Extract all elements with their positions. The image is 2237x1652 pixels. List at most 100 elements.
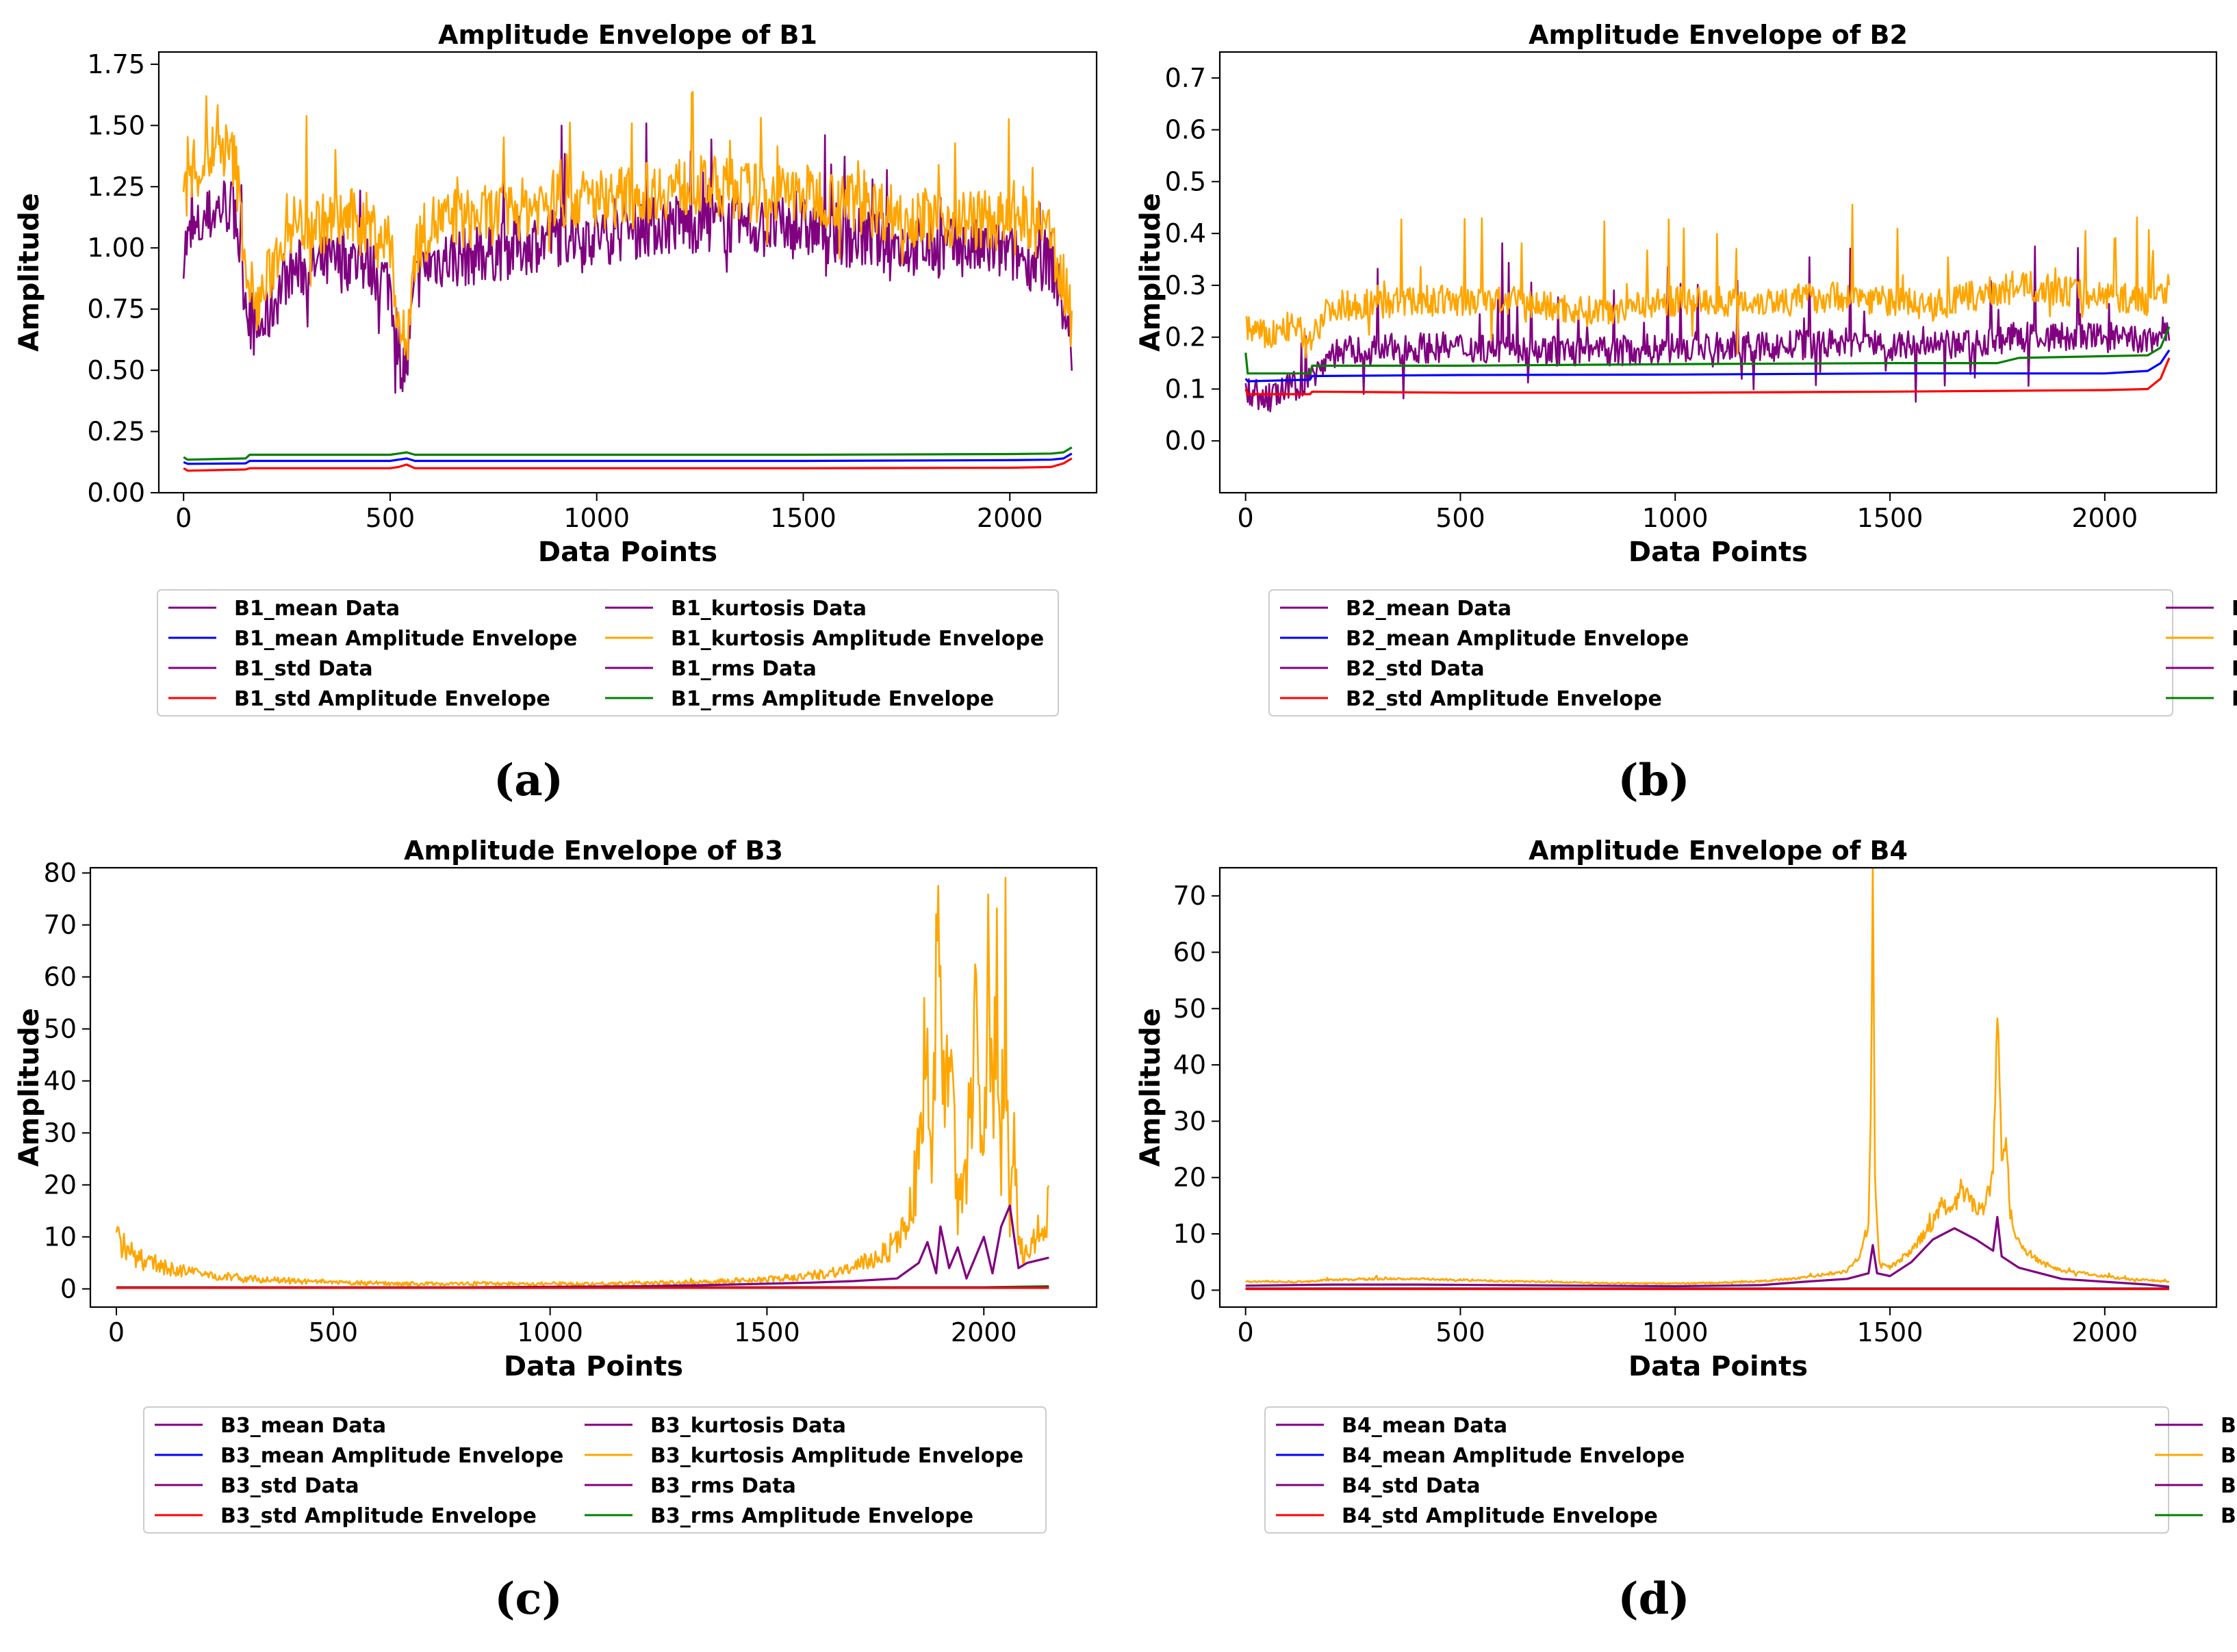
series-line: [182, 122, 1073, 394]
legend-box: [143, 1406, 1047, 1534]
y-tick-label: 0.25: [87, 417, 145, 447]
panel-caption: (c): [494, 1573, 563, 1625]
y-tick-label: 40: [1173, 1050, 1206, 1080]
y-tick-label: 0.6: [1165, 115, 1206, 145]
y-tick-label: 0.00: [87, 478, 145, 508]
panel-caption: (b): [1618, 755, 1689, 806]
legend-label: B1_std Data: [234, 657, 373, 681]
chart-panel: 0 500 1000 1500 2000 0.00 0.25 0.50 0.75 1.00 1.25…: [14, 20, 1098, 806]
legend-label: B3_kurtosis Data: [650, 1414, 846, 1438]
x-tick-label: 0: [1238, 1317, 1254, 1347]
x-tick-label: 2000: [2071, 1317, 2138, 1347]
y-tick-label: 80: [44, 858, 77, 888]
y-tick-label: 0.50: [87, 355, 145, 385]
legend-label: B2_rms Data: [2232, 657, 2237, 681]
x-tick-label: 2000: [977, 503, 1043, 533]
series-line: [183, 457, 1073, 472]
y-axis-label: Amplitude: [14, 193, 45, 352]
x-tick-label: 1000: [1642, 1317, 1709, 1347]
x-tick-label: 500: [309, 1317, 359, 1347]
x-tick-label: 1000: [1642, 503, 1709, 533]
y-tick-label: 0.3: [1165, 270, 1206, 300]
y-tick-label: 10: [44, 1222, 77, 1252]
y-tick-label: 70: [1173, 881, 1206, 911]
y-tick-label: 0.0: [1165, 426, 1206, 456]
y-tick-label: 10: [1173, 1219, 1206, 1249]
chart-title: Amplitude Envelope of B2: [1529, 20, 1908, 50]
legend-label: B4_std Amplitude Envelope: [1342, 1504, 1658, 1528]
legend-label: B3_rms Amplitude Envelope: [650, 1504, 973, 1528]
y-axis-label: Amplitude: [1135, 1008, 1166, 1167]
x-tick-label: 1000: [563, 503, 630, 533]
series-group: [182, 91, 1073, 472]
series-line: [1244, 242, 2171, 413]
y-axis-label: Amplitude: [1135, 193, 1166, 352]
series-line: [183, 446, 1073, 461]
legend-label: B1_std Amplitude Envelope: [234, 687, 550, 711]
legend-label: B1_rms Data: [671, 657, 817, 681]
series-line: [1244, 326, 2171, 375]
y-tick-label: 30: [44, 1118, 77, 1148]
y-tick-label: 0.2: [1165, 322, 1206, 352]
y-tick-label: 0.4: [1165, 218, 1206, 248]
y-tick-label: 50: [44, 1014, 77, 1044]
chart-title: Amplitude Envelope of B3: [404, 836, 783, 866]
x-tick-label: 1500: [770, 503, 836, 533]
y-tick-label: 0: [1190, 1275, 1206, 1305]
legend-label: B3_mean Amplitude Envelope: [220, 1444, 563, 1468]
series-line: [115, 877, 1050, 1287]
legend-label: B4_kurtosis Amplitude Envelope: [2221, 1444, 2237, 1468]
x-tick-label: 1500: [734, 1317, 800, 1347]
y-tick-label: 0: [60, 1274, 77, 1304]
x-axis-label: Data Points: [1628, 1351, 1808, 1382]
series-line: [1245, 203, 2171, 359]
y-tick-label: 1.75: [87, 49, 145, 79]
legend-label: B4_rms Amplitude Envelope: [2221, 1504, 2237, 1528]
chart-panel: 0 500 1000 1500 2000 0 10 20 30 40 50 60 70 80 Amplitu…: [14, 836, 1098, 1625]
legend-label: B2_std Data: [1346, 657, 1485, 681]
y-tick-label: 60: [1173, 937, 1206, 967]
x-tick-label: 0: [1238, 503, 1254, 533]
series-line: [1245, 1215, 2170, 1288]
y-tick-label: 40: [44, 1066, 77, 1096]
chart-panel: 0 500 1000 1500 2000 0.0 0.1 0.2 0.3 0.4 0.5 0.6 0.7…: [1135, 20, 2237, 806]
legend-label: B1_mean Data: [234, 597, 400, 621]
legend-label: B2_rms Amplitude Envelope: [2232, 687, 2237, 711]
panel-caption: (a): [494, 755, 563, 806]
x-tick-label: 0: [175, 503, 192, 533]
y-tick-label: 50: [1173, 994, 1206, 1024]
legend-box: [157, 589, 1059, 717]
x-tick-label: 500: [366, 503, 416, 533]
legend-label: B2_kurtosis Amplitude Envelope: [2232, 627, 2237, 651]
x-tick-label: 0: [108, 1317, 125, 1347]
legend-label: B2_mean Data: [1346, 597, 1511, 621]
y-tick-label: 30: [1173, 1106, 1206, 1136]
axes-frame: [1218, 866, 2218, 1308]
y-axis-label: Amplitude: [14, 1008, 45, 1167]
y-tick-label: 20: [1173, 1163, 1206, 1193]
panel-caption: (d): [1618, 1573, 1689, 1625]
legend-label: B3_rms Data: [650, 1474, 796, 1498]
y-tick-label: 0.1: [1165, 374, 1206, 404]
legend-label: B3_kurtosis Amplitude Envelope: [650, 1444, 1023, 1468]
axes-frame: [89, 866, 1098, 1308]
chart-title: Amplitude Envelope of B1: [438, 20, 817, 50]
legend-label: B4_rms Data: [2221, 1474, 2237, 1498]
legend-label: B4_kurtosis Data: [2221, 1414, 2237, 1438]
y-tick-label: 20: [44, 1170, 77, 1200]
legend-box: [1268, 589, 2173, 717]
y-tick-label: 1.00: [87, 233, 145, 263]
legend-label: B1_mean Amplitude Envelope: [234, 627, 577, 651]
series-line: [183, 452, 1073, 465]
y-tick-label: 1.50: [87, 110, 145, 140]
legend-label: B2_kurtosis Data: [2232, 597, 2237, 621]
legend-label: B2_std Amplitude Envelope: [1346, 687, 1662, 711]
series-line: [182, 91, 1073, 361]
legend-label: B4_mean Data: [1342, 1414, 1507, 1438]
series-line: [1244, 349, 2171, 383]
axes-frame: [1218, 51, 2218, 494]
series-group: [1244, 203, 2171, 413]
axes-frame: [157, 51, 1098, 494]
x-tick-label: 500: [1435, 503, 1485, 533]
